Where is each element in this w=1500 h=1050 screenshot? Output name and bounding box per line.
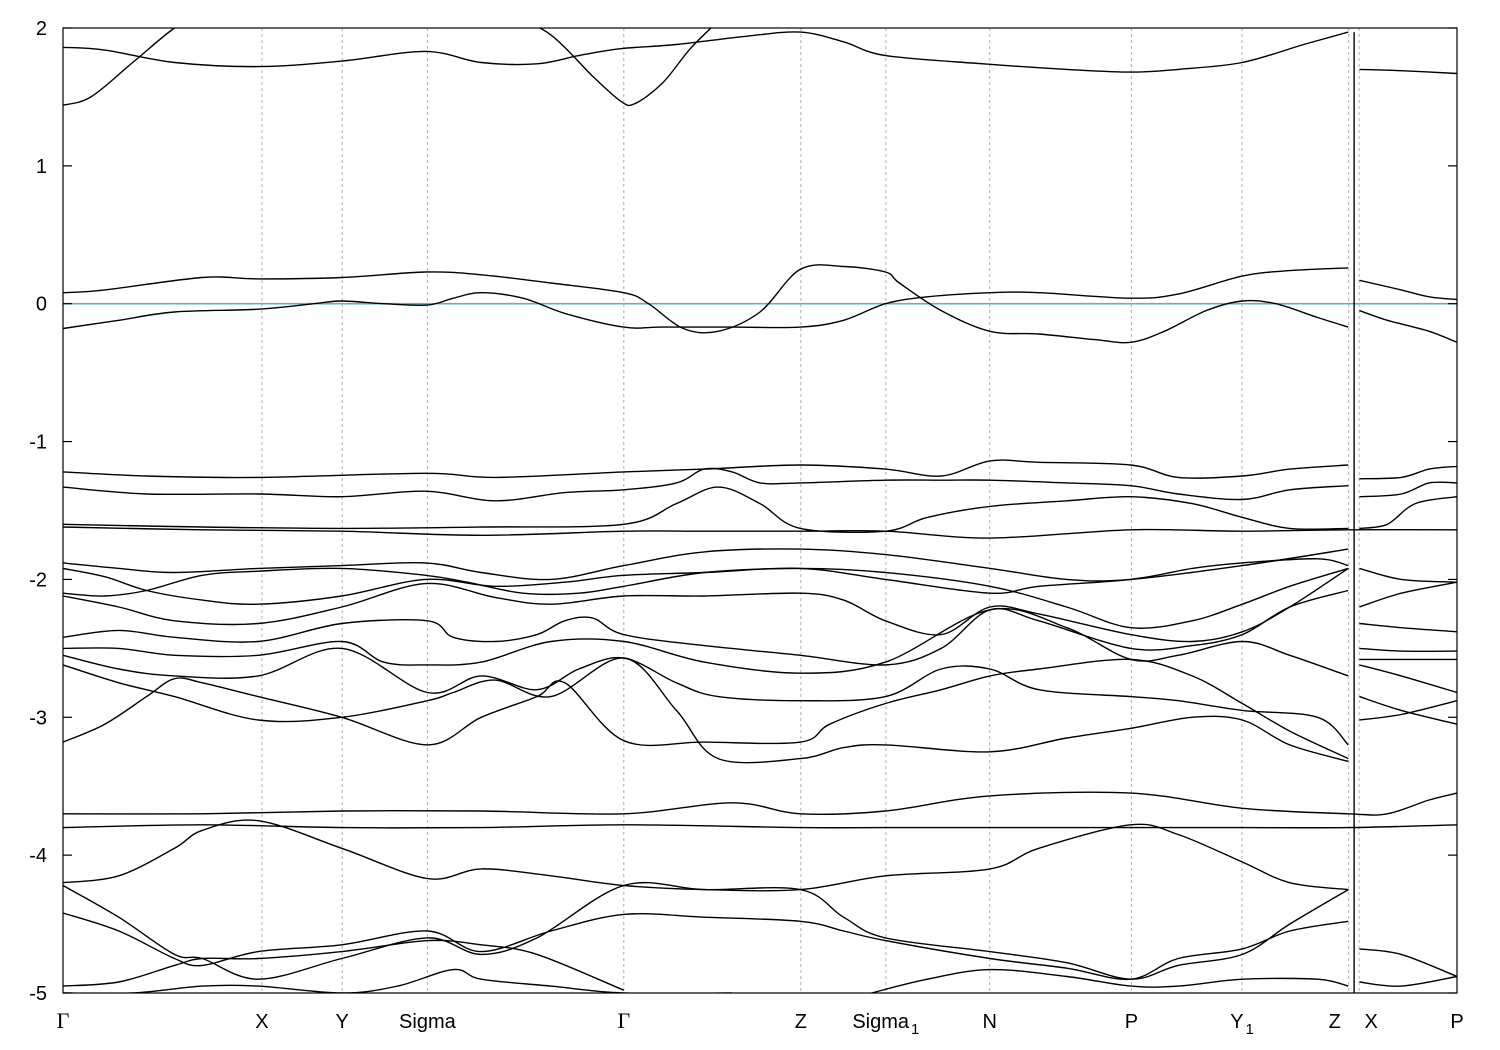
ytick-label: -2 xyxy=(29,569,47,591)
band-line-36 xyxy=(62,912,1349,981)
band-line-18 xyxy=(62,567,1349,643)
ytick-label: -4 xyxy=(29,845,47,867)
xtick-label: Y xyxy=(336,1011,349,1033)
band-line-25 xyxy=(1359,581,1458,608)
xtick-label: Sigma xyxy=(399,1011,457,1033)
band-line-9 xyxy=(62,467,1349,502)
xtick-label: Z xyxy=(795,1011,807,1033)
band-line-1 xyxy=(62,31,1349,73)
band-line-12 xyxy=(1359,465,1458,480)
mask-right xyxy=(1457,0,1500,1050)
plot-border xyxy=(62,27,1458,994)
xtick-label: N xyxy=(983,1011,997,1033)
band-line-21 xyxy=(62,647,1349,746)
ytick-label: 0 xyxy=(36,294,47,316)
band-line-5 xyxy=(62,267,1349,330)
ytick-label: -5 xyxy=(29,983,47,1005)
ytick-label: 1 xyxy=(36,156,47,178)
ytick-label: -3 xyxy=(29,707,47,729)
band-line-11 xyxy=(62,526,1458,539)
xtick-label: X xyxy=(255,1011,268,1033)
band-line-30 xyxy=(1359,695,1458,725)
xtick-label: P xyxy=(1125,1011,1138,1033)
band-line-19 xyxy=(62,589,1349,666)
band-line-27 xyxy=(1359,647,1458,653)
mask-top xyxy=(0,0,1500,28)
band-line-20 xyxy=(62,607,1349,677)
xtick-label: P xyxy=(1450,1011,1463,1033)
band-lines xyxy=(62,13,1458,995)
band-line-40 xyxy=(1359,948,1458,978)
band-line-31 xyxy=(1359,700,1458,721)
band-line-26 xyxy=(1359,622,1458,633)
kpoint-grid xyxy=(261,28,1360,993)
ytick-label: -1 xyxy=(29,432,47,454)
band-line-29 xyxy=(1359,664,1458,694)
xtick-label: Γ xyxy=(57,1008,70,1033)
xtick-label: Γ xyxy=(617,1008,630,1033)
band-line-34 xyxy=(62,819,1349,892)
xtick-label: X xyxy=(1364,1011,1377,1033)
band-line-4 xyxy=(62,264,1349,344)
band-line-37 xyxy=(62,939,625,991)
y-axis-ticks: 2 1 0 -1 -2 -3 -4 -5 xyxy=(29,18,1457,1005)
xtick-label: Z xyxy=(1329,1011,1341,1033)
band-line-14 xyxy=(1359,496,1458,530)
band-line-32 xyxy=(62,791,1458,816)
band-line-10 xyxy=(62,486,1349,534)
band-line-13 xyxy=(1359,481,1458,498)
band-line-2 xyxy=(508,13,719,107)
ytick-label: 2 xyxy=(36,18,47,40)
band-line-38 xyxy=(62,968,733,995)
band-line-6 xyxy=(1359,279,1458,301)
mask-left xyxy=(0,0,63,1050)
band-line-33 xyxy=(62,824,1458,829)
band-line-35 xyxy=(62,881,1349,980)
band-line-24 xyxy=(1359,567,1458,583)
band-line-23 xyxy=(62,657,1349,764)
band-line-15 xyxy=(62,548,1349,582)
band-line-41 xyxy=(1359,975,1458,987)
band-line-16 xyxy=(62,558,1349,606)
band-line-7 xyxy=(1359,309,1458,343)
band-line-22 xyxy=(62,658,1349,760)
mask-bottom xyxy=(0,993,1500,1050)
band-line-8 xyxy=(62,459,1349,479)
band-line-17 xyxy=(62,567,1349,629)
xtick-label: Sigma 1 xyxy=(852,1011,919,1038)
band-line-3 xyxy=(1359,68,1458,75)
band-line-39 xyxy=(871,968,1349,994)
x-axis-ticks: Γ X Y Sigma Γ Z Sigma 1 N P Y 1 Z X P xyxy=(57,1008,1464,1038)
